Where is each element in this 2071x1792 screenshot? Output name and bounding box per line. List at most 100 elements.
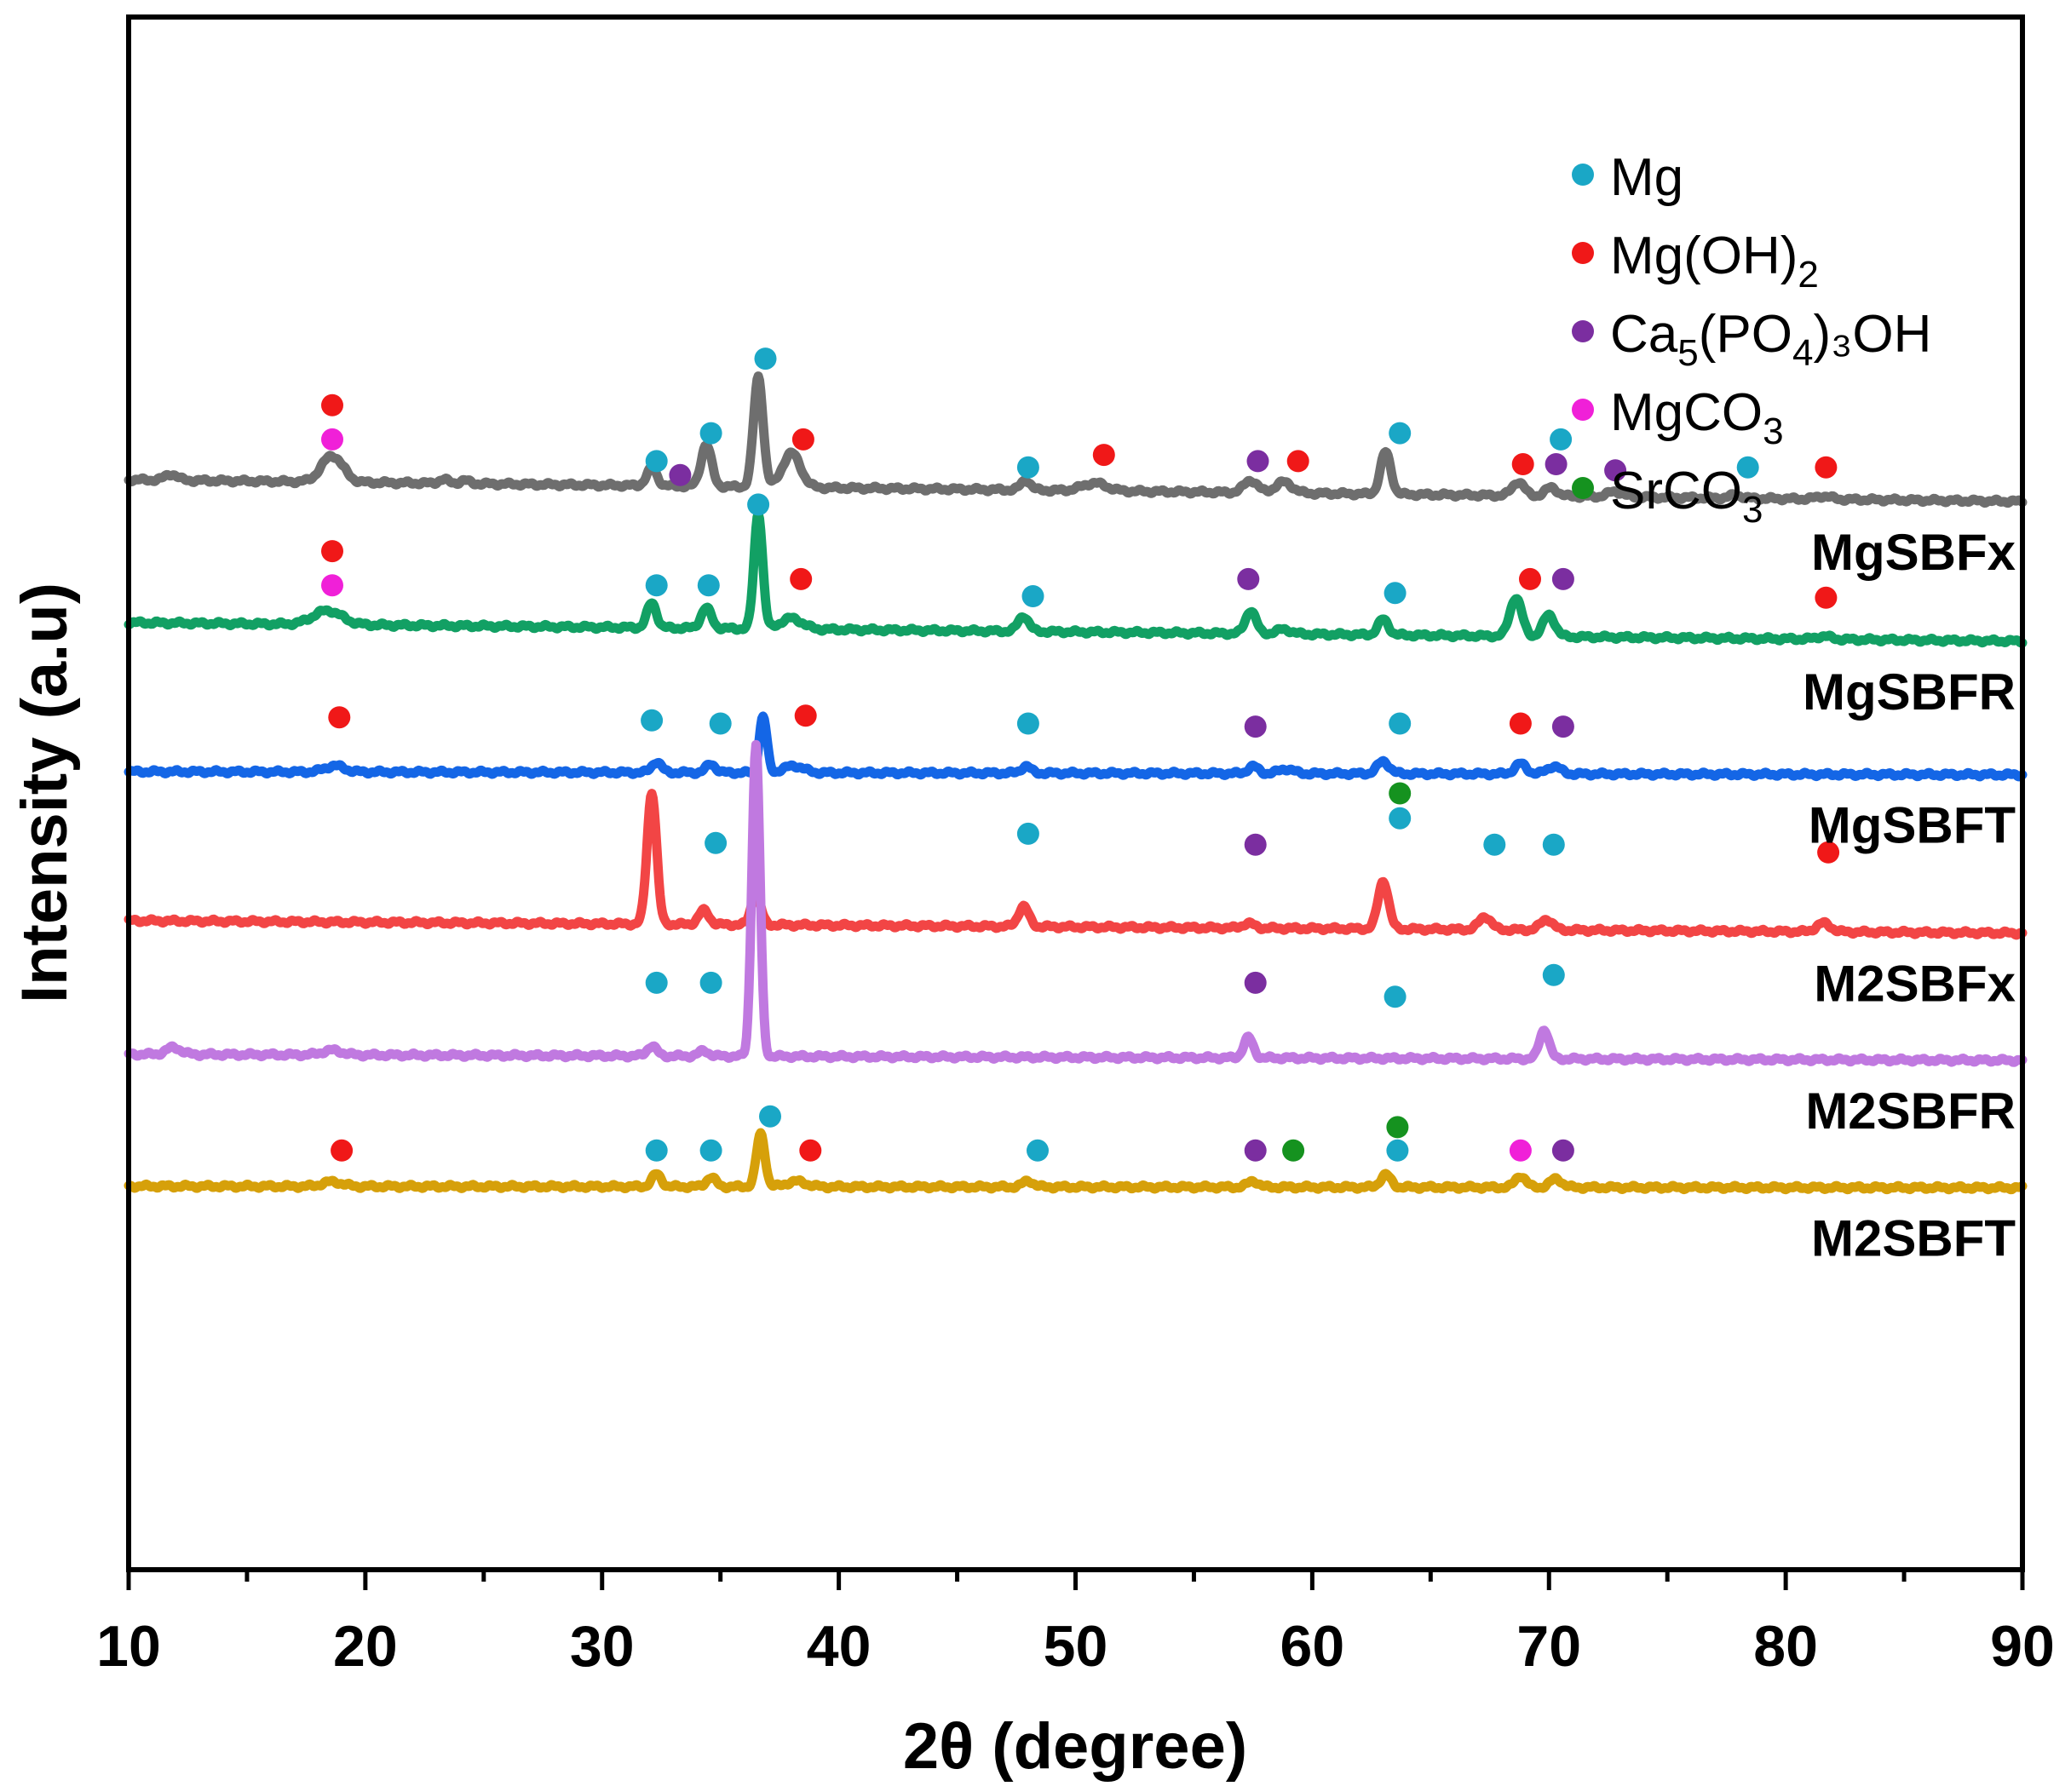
legend-SrCO3-sub: 3 [1742, 489, 1763, 531]
phase-marker-MgOH2-23 [790, 567, 813, 590]
phase-marker-Mg-40 [1389, 807, 1412, 830]
phase-marker-MgOH2-46 [1817, 841, 1840, 864]
phase-marker-MgOH2-33 [794, 704, 817, 727]
phase-marker-HAp-63 [1551, 1139, 1574, 1162]
phase-marker-Mg-34 [1016, 712, 1039, 735]
legend-marker-Mg [1572, 164, 1594, 186]
phase-marker-Mg-7 [1016, 456, 1039, 479]
series-line-M2SBFR [124, 739, 2028, 1067]
phase-marker-Mg-53 [645, 1139, 668, 1162]
phase-marker-MgOH2-37 [1509, 712, 1532, 735]
legend-marker-MgOH2 [1572, 242, 1594, 264]
series-line-M2SBFT [124, 1128, 2028, 1195]
phase-marker-Mg-41 [705, 831, 728, 854]
phase-marker-HAp-28 [1551, 567, 1574, 590]
phase-marker-MgOH2-27 [1519, 567, 1541, 590]
series-label-M2SBFR: M2SBFR [1805, 1083, 2016, 1140]
x-tick-label-90: 90 [1990, 1614, 2055, 1679]
phase-marker-HAp-49 [1244, 971, 1267, 994]
x-tick-label-80: 80 [1753, 1614, 1818, 1679]
legend-marker-HAp [1572, 320, 1594, 342]
legend-marker-MgCO3 [1572, 399, 1594, 421]
phase-marker-Mg-5 [754, 347, 777, 370]
phase-marker-Mg-50 [1384, 985, 1407, 1008]
phase-marker-Mg-31 [641, 709, 664, 732]
phase-marker-MgOH2-8 [1092, 444, 1115, 467]
x-tick-label-60: 60 [1280, 1614, 1345, 1679]
legend-MgCO3-sub: 3 [1763, 411, 1783, 452]
legend-label-MgCO3: MgCO3 [1610, 383, 1784, 452]
series-label-M2SBFT: M2SBFT [1811, 1210, 2016, 1267]
legend-HAp-sub: 5 [1677, 332, 1698, 374]
phase-marker-Mg-61 [1386, 1139, 1409, 1162]
phase-marker-Mg-11 [1389, 422, 1412, 445]
x-tick-label-40: 40 [807, 1614, 872, 1679]
legend-HAp-sub2: 4 [1792, 332, 1813, 374]
series-line-MgSBFR [124, 508, 2028, 648]
series-line-M2SBFx [124, 789, 2028, 940]
y-axis-title: Intensity (a.u) [9, 583, 81, 1003]
phase-marker-MgOH2-17 [1815, 456, 1838, 479]
phase-marker-Mg-42 [1016, 822, 1039, 845]
legend-marker-SrCO3 [1572, 477, 1594, 499]
x-tick-label-30: 30 [570, 1614, 635, 1679]
series-layer [124, 371, 2028, 1195]
phase-marker-Mg-44 [1483, 833, 1506, 856]
phase-marker-MgCO3-62 [1509, 1139, 1532, 1162]
x-tick-label-10: 10 [96, 1614, 161, 1679]
phase-marker-HAp-43 [1244, 833, 1267, 856]
legend-HAp-base: Ca [1610, 305, 1678, 364]
legend-SrCO3-base: SrCO [1610, 462, 1742, 520]
phase-marker-Mg-21 [697, 574, 720, 597]
phase-marker-Mg-2 [645, 450, 668, 473]
phase-marker-layer [321, 347, 1840, 1162]
phase-marker-MgOH2-29 [1815, 586, 1838, 609]
x-tick-label-50: 50 [1044, 1614, 1108, 1679]
phase-marker-MgOH2-52 [331, 1139, 354, 1162]
phase-marker-MgOH2-6 [791, 428, 814, 451]
phase-marker-Mg-24 [1021, 585, 1044, 607]
phase-marker-MgOH2-18 [321, 540, 343, 563]
series-label-M2SBFx: M2SBFx [1814, 956, 2016, 1013]
legend-MgOH2-base: Mg(OH) [1610, 227, 1798, 285]
legend-Mg-base: Mg [1610, 148, 1683, 207]
phase-marker-Mg-4 [699, 422, 722, 445]
legend-HAp-mid: (PO [1699, 305, 1792, 364]
phase-marker-HAp-15 [1604, 459, 1627, 482]
phase-marker-HAp-25 [1237, 567, 1260, 590]
phase-marker-Mg-45 [1542, 833, 1565, 856]
legend-label-Mg: Mg [1610, 148, 1683, 207]
phase-marker-Mg-16 [1736, 456, 1759, 479]
legend-label-MgOH2: Mg(OH)2 [1610, 227, 1819, 296]
legend-MgOH2-sub: 2 [1798, 254, 1818, 296]
phase-marker-HAp-14 [1545, 453, 1568, 475]
x-axis-title: 2θ (degree) [903, 1710, 1247, 1783]
phase-marker-MgOH2-0 [321, 393, 343, 416]
phase-marker-MgOH2-56 [799, 1139, 822, 1162]
phase-marker-Mg-32 [709, 712, 732, 735]
phase-marker-MgOH2-30 [328, 706, 351, 729]
x-axis-ticks: 10 20 30 40 50 60 70 80 90 [96, 1570, 2055, 1679]
phase-marker-Mg-20 [645, 574, 668, 597]
phase-marker-HAp-3 [669, 463, 692, 486]
series-line-MgSBFT [124, 711, 2028, 782]
phase-marker-Mg-13 [1550, 428, 1573, 451]
phase-marker-Mg-22 [747, 493, 770, 516]
phase-marker-HAp-38 [1551, 715, 1574, 738]
phase-marker-Mg-48 [699, 971, 722, 994]
phase-marker-MgCO3-1 [321, 428, 343, 451]
phase-marker-SrCO3-39 [1389, 782, 1412, 805]
phase-marker-HAp-9 [1246, 450, 1269, 473]
legend-MgCO3-base: MgCO [1610, 383, 1763, 442]
series-label-MgSBFx: MgSBFx [1811, 524, 2016, 581]
phase-marker-SrCO3-60 [1386, 1116, 1409, 1139]
phase-marker-MgCO3-19 [321, 574, 343, 597]
legend-label-HAp: Ca5(PO4)₃OH [1610, 305, 1931, 374]
phase-marker-Mg-26 [1384, 582, 1407, 605]
phase-marker-Mg-55 [759, 1105, 781, 1128]
phase-marker-MgOH2-12 [1511, 453, 1534, 475]
phase-marker-HAp-35 [1244, 715, 1267, 738]
